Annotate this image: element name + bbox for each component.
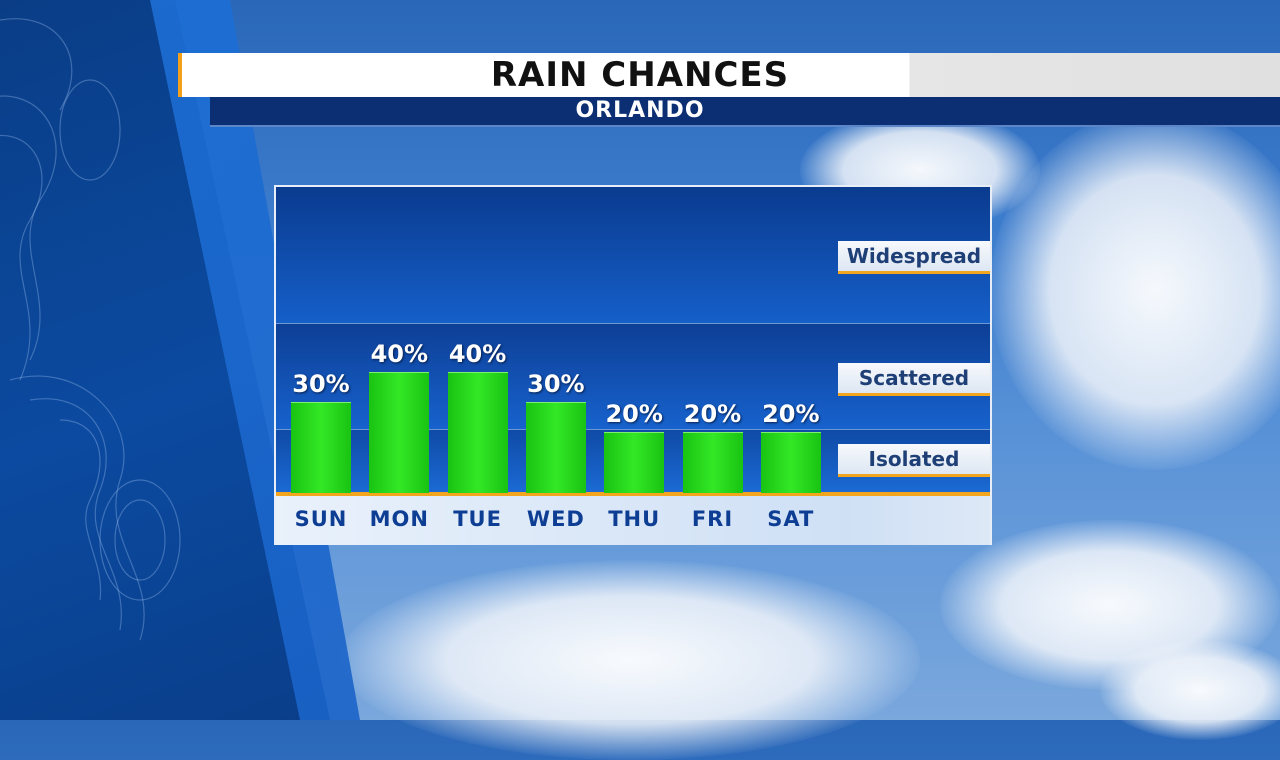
value-label-sat: 20%: [762, 400, 820, 428]
chart-baseline: [276, 492, 990, 496]
value-label-mon: 40%: [370, 340, 429, 368]
cloud: [1100, 640, 1280, 740]
day-label-tue: TUE: [453, 507, 502, 531]
day-label-thu: THU: [608, 507, 661, 531]
rain-chart: Widespread Scattered Isolated 30% SUN 40% M…: [274, 185, 992, 545]
day-label-sun: SUN: [294, 507, 348, 531]
day-label-mon: MON: [369, 507, 429, 531]
day-label-fri: FRI: [691, 507, 734, 531]
value-label-tue: 40%: [448, 340, 507, 368]
bar-fri: [682, 432, 743, 493]
band-label-scattered: Scattered: [838, 363, 990, 396]
band-label-widespread: Widespread: [838, 241, 990, 274]
bar-thu: [604, 432, 665, 493]
day-label-sat: SAT: [767, 507, 815, 531]
cloud: [340, 560, 920, 760]
value-label-thu: 20%: [605, 400, 663, 428]
bar-wed: [525, 402, 586, 493]
location-subtitle: ORLANDO: [575, 98, 705, 123]
bar-sat: [760, 432, 821, 493]
value-label-wed: 30%: [527, 370, 585, 398]
bar-sun: [291, 402, 351, 493]
page-title: RAIN CHANCES: [490, 55, 790, 95]
contour-pattern: [0, 18, 181, 641]
day-label-wed: WED: [526, 507, 585, 531]
band-label-isolated: Isolated: [838, 444, 990, 477]
subtitle-bar: [210, 97, 1280, 127]
value-label-sun: 30%: [292, 370, 350, 398]
bar-mon: [369, 372, 430, 493]
bar-tue: [447, 372, 508, 493]
x-axis-strip: [276, 496, 990, 545]
value-label-fri: 20%: [683, 400, 742, 428]
title-bar: [178, 53, 1280, 97]
